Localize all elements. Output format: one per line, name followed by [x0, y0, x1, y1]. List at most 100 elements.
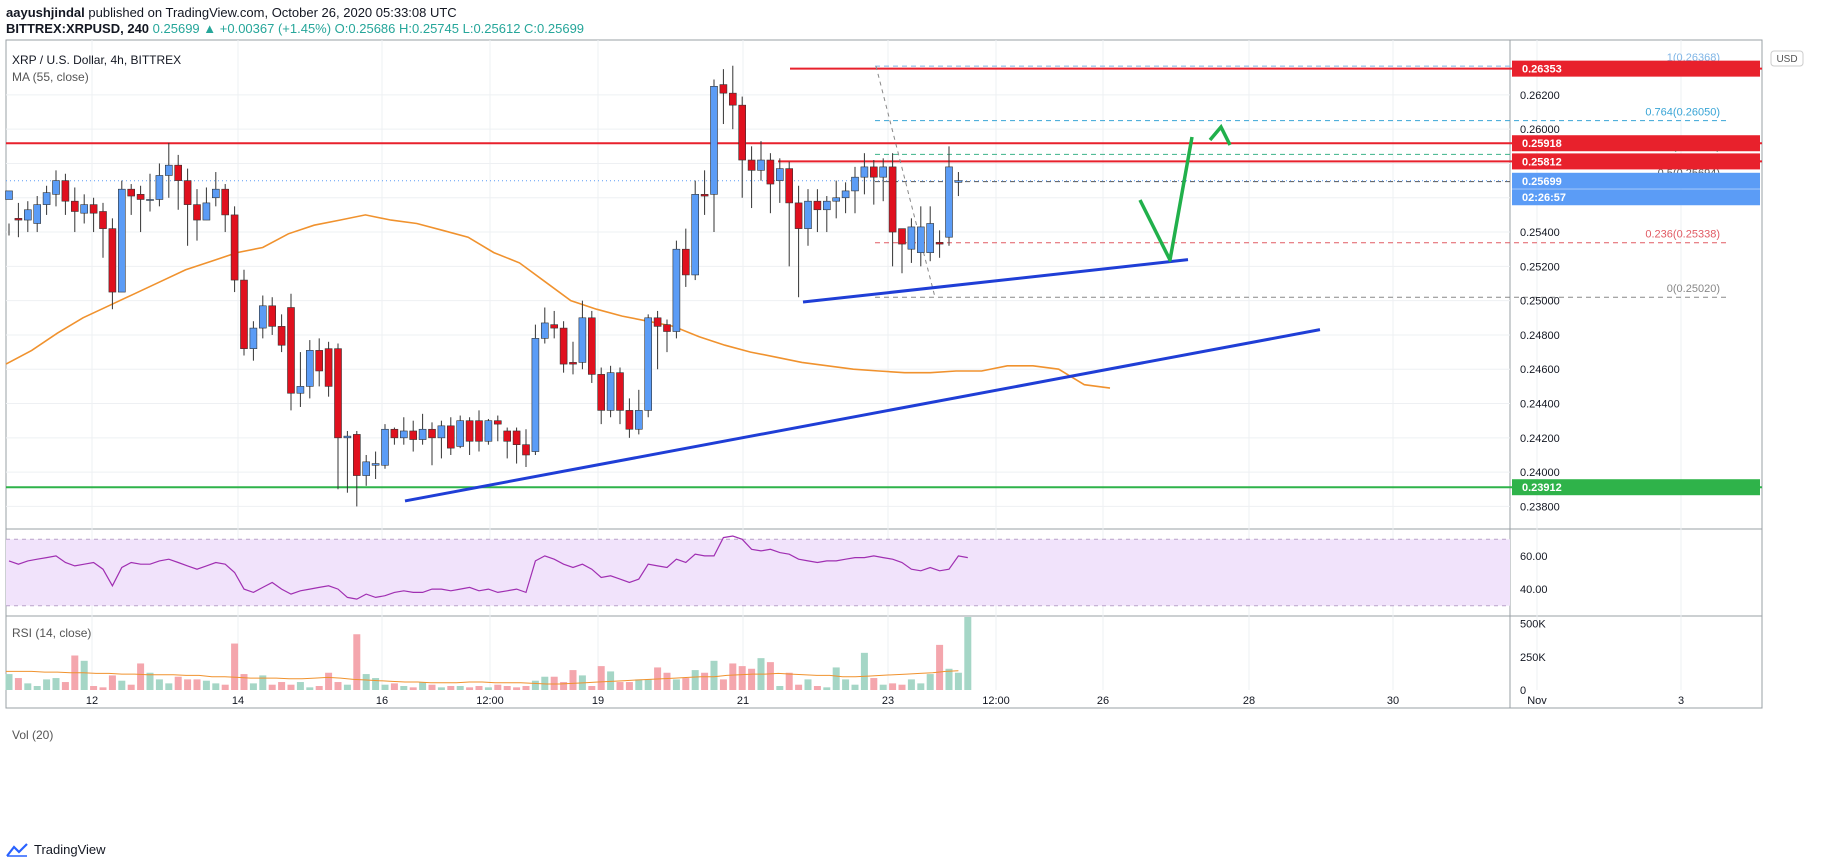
x-tick-label: 12:00: [476, 695, 504, 707]
moving-average: [5, 214, 1111, 389]
price-badges: 0.26353 0.25918 0.25812 0.25699 02:26:57 0.23…: [1512, 60, 1760, 496]
price-badge: [1512, 189, 1760, 206]
price-badge: [1512, 135, 1760, 152]
candle-body: [343, 435, 352, 439]
candle-body: [625, 410, 634, 430]
candle-body: [418, 428, 427, 440]
candle-body: [775, 168, 784, 181]
volume-bar: [24, 683, 32, 690]
candle-body: [907, 226, 916, 250]
candle-body: [493, 420, 502, 425]
volume-bar: [372, 678, 380, 690]
volume-bar: [184, 679, 192, 690]
candle-body: [14, 218, 23, 221]
candle-body: [174, 164, 182, 181]
candle-body: [99, 211, 107, 229]
chart-frame: [5, 39, 1763, 709]
currency-badge-box: [1770, 50, 1804, 67]
volume-bar: [635, 679, 643, 690]
volume-tick-label: 250K: [1520, 652, 1546, 664]
candle-body: [183, 180, 192, 205]
candle-body: [315, 350, 324, 372]
volume-bar: [926, 674, 934, 690]
volume-bar: [437, 687, 445, 690]
rsi-tick-label: 40.00: [1520, 584, 1548, 596]
candle-body: [193, 204, 201, 221]
volume-bar: [710, 660, 718, 690]
volume-bar: [409, 687, 417, 690]
fib-level-label: 0.236(0.25338): [1645, 229, 1720, 241]
candle-body: [616, 372, 624, 411]
candle-body: [898, 228, 906, 245]
candle-body: [634, 410, 643, 430]
candle-body: [381, 428, 389, 466]
volume-bar: [155, 679, 163, 690]
candle-body: [212, 188, 220, 199]
candle-body: [108, 228, 117, 293]
published-text: published on TradingView.com, October 26…: [88, 5, 457, 20]
candle-body: [813, 200, 822, 211]
volume-ma-line: [6, 670, 959, 685]
ma-line: [5, 214, 1111, 389]
volume-bar: [466, 687, 474, 690]
candle-body: [277, 326, 286, 346]
volume-bar: [663, 672, 671, 690]
author-name[interactable]: aayushjindal: [6, 5, 85, 20]
candle-body: [475, 420, 483, 442]
candle-body: [118, 188, 126, 293]
x-tick-label: 14: [232, 695, 244, 707]
volume-bar: [127, 684, 135, 690]
candle-body: [240, 279, 248, 349]
candle-body: [578, 317, 587, 363]
x-tick-label: 16: [376, 695, 388, 707]
candle-body: [409, 430, 418, 440]
price-badge-label: 0.23912: [1522, 482, 1562, 494]
candle-body: [522, 444, 530, 456]
candle-body: [926, 223, 935, 253]
candle-body: [146, 199, 154, 201]
volume-bar: [52, 678, 60, 690]
volume-bar: [503, 686, 511, 690]
volume-bar: [268, 684, 276, 690]
header: aayushjindal published on TradingView.co…: [0, 0, 1828, 40]
price-badge-label: 0.25812: [1522, 156, 1562, 168]
candle-body: [766, 159, 775, 185]
candle-body: [324, 348, 333, 387]
volume-tick-label: 0: [1520, 685, 1526, 697]
y-tick-label: 0.26000: [1520, 124, 1560, 136]
volume-bar: [249, 683, 257, 690]
candle-body: [540, 322, 549, 339]
symbol-text: BITTREX:XRPUSD, 240: [6, 21, 150, 36]
candle-body: [268, 305, 277, 327]
candle-body: [945, 166, 953, 238]
candle-body: [719, 84, 728, 94]
volume-bar: [748, 668, 756, 690]
candle-body: [71, 200, 79, 212]
x-tick-label: 28: [1243, 695, 1255, 707]
candle-body: [42, 192, 51, 205]
footer-brand[interactable]: TradingView: [34, 842, 106, 857]
volume-bar: [738, 666, 746, 690]
candle-body: [710, 85, 718, 195]
y-tick-label: 0.24600: [1520, 364, 1560, 376]
fib-level-label: 0(0.25020): [1667, 283, 1720, 295]
candle-body: [512, 430, 521, 445]
projection-arrow-head: [1208, 123, 1232, 146]
volume-bar: [306, 687, 314, 690]
rsi-pane: [6, 535, 1510, 607]
candle-body: [822, 200, 831, 211]
volume-bar: [456, 686, 464, 690]
candle-body: [531, 338, 540, 452]
volume-tick-label: 500K: [1520, 619, 1546, 631]
vol-label: Vol (20): [12, 728, 53, 742]
volume-bar: [682, 678, 690, 690]
x-tick-label: 12:00: [982, 695, 1010, 707]
candle-body: [89, 204, 98, 214]
volume-bar: [889, 683, 897, 690]
volume-bar: [315, 686, 323, 690]
candle-body: [860, 166, 869, 178]
volume-bar: [513, 687, 521, 690]
volume-bar: [174, 676, 182, 690]
candle-body: [165, 164, 173, 176]
